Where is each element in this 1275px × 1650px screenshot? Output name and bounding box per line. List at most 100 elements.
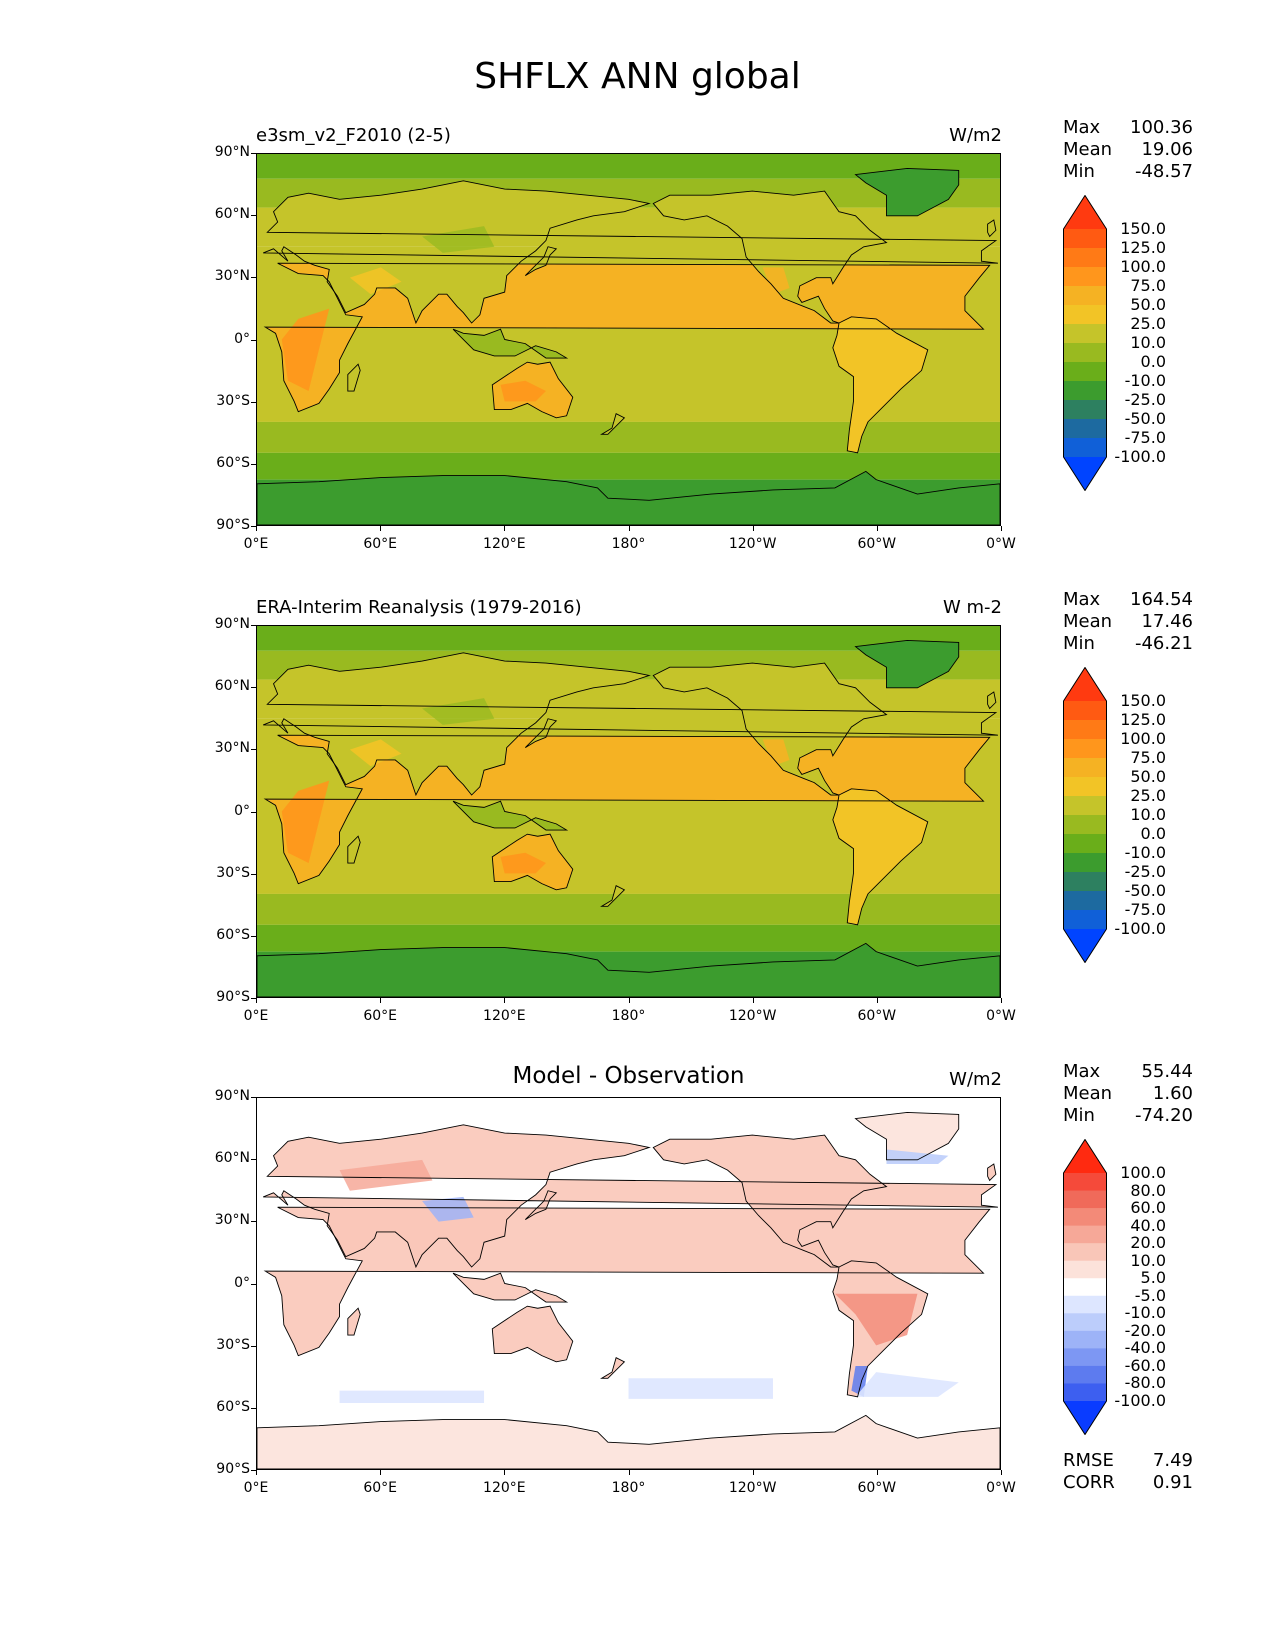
lon-tick [1001,1470,1002,1475]
coastline-japan [524,1190,558,1220]
lon-tick-label: 60°W [857,536,897,552]
colorbar-segment [1063,1313,1107,1332]
colorbar-segment [1063,1295,1107,1314]
lat-tick [251,749,256,751]
lat-tick-label: 30°S [216,1336,250,1353]
land-antarctica [257,1415,1000,1469]
lon-tick-label: 0°E [243,1008,269,1024]
lat-tick [251,1407,256,1409]
lat-tick [251,998,256,999]
land-southamerica [832,788,928,925]
map-plot [257,626,1000,997]
land-newzealand [601,1357,625,1379]
colorbar-label: 0.0 [1140,352,1166,371]
lat-tick-label: 60°S [216,454,250,471]
panel-metrics: RMSE 7.49 CORR 0.91 [1063,1450,1193,1494]
lat-tick-label: 30°N [214,740,250,757]
panel-units: W/m2 [949,125,1002,146]
colorbar-label: 20.0 [1130,1233,1166,1253]
colorbar-segment [1063,248,1107,268]
figure-title: SHFLX ANN global [474,56,801,97]
land-eurasia [263,1124,998,1268]
coastline-japan [524,246,558,276]
stat-value: 100.36 [1130,117,1193,138]
lat-tick-label: 60°S [216,1398,250,1415]
lat-tick [251,526,256,527]
positive-region-southamerica [834,1293,918,1346]
stat-label: Mean [1063,611,1113,632]
colorbar-label: 0.0 [1140,824,1166,843]
colorbar-label: 100.0 [1120,1163,1166,1182]
coastline-indonesia [452,800,569,831]
colorbar-label: -100.0 [1114,1391,1166,1410]
colorbar-segment [1063,381,1107,401]
lat-tick-label: 60°S [216,926,250,943]
lon-tick [380,998,382,1003]
colorbar-label: -5.0 [1134,1285,1166,1305]
lat-tick [251,811,256,813]
lat-tick [251,935,256,937]
coastline-africa [263,1206,991,1357]
colorbar-outline [1063,1139,1107,1435]
stat-label: Min [1063,1105,1095,1126]
stat-row: Min -46.21 [1063,633,1193,655]
stat-label: Max [1063,589,1101,610]
map-frame [256,153,1001,526]
colorbar-label: 150.0 [1120,219,1166,238]
colorbar-label: -100.0 [1114,447,1166,466]
colorbar-label: 150.0 [1120,691,1166,710]
stat-row: Mean 1.60 [1063,1083,1193,1105]
coastline-antarctica [257,942,1000,997]
lon-tick-label: 0°E [243,1480,269,1496]
lat-tick [251,1159,256,1161]
stat-row: Max 164.54 [1063,589,1193,611]
lat-tick [251,153,256,154]
lon-tick-label: 120°E [483,536,526,552]
lat-tick-label: 90°N [214,144,250,160]
colorbar-label: 60.0 [1130,1198,1166,1218]
colorbar-label: -80.0 [1124,1373,1166,1393]
colorbar [1063,195,1107,491]
stat-label: Min [1063,633,1095,654]
lat-tick [251,339,256,341]
lon-tick-label: 60°W [857,1008,897,1024]
land-newzealand [601,413,625,435]
lat-tick-label: 0° [234,1274,250,1291]
colorbar-label: -25.0 [1124,390,1166,409]
land-madagascar [347,836,361,864]
lon-tick [504,998,506,1003]
stat-label: Max [1063,1061,1101,1082]
lat-tick [251,215,256,217]
lat-tick [251,687,256,689]
colorbar-label: 10.0 [1130,333,1166,352]
coastline-eurasia [263,180,998,325]
lon-tick [876,526,878,531]
lon-tick-label: 60°W [857,1480,897,1496]
land-southamerica [832,316,928,453]
colorbar-segment [1063,419,1107,439]
stat-value: 164.54 [1130,589,1193,610]
colorbar-extend-max [1063,1139,1107,1173]
map-plot [257,1098,1000,1469]
colorbar-segment [1063,758,1107,778]
metric-value: 0.91 [1152,1472,1193,1493]
lon-tick [380,1470,382,1475]
cool-region-asia [422,226,495,253]
colorbar-segment [1063,1330,1107,1349]
hot-region-africa [281,780,330,864]
lon-tick [876,1470,878,1475]
negative-region-southatlantic [855,1372,959,1397]
lon-tick-label: 120°W [728,1008,777,1024]
stat-value: 17.46 [1141,611,1193,632]
colorbar-segment [1063,891,1107,911]
land-eurasia [263,180,998,324]
lon-tick-label: 120°E [483,1480,526,1496]
colorbar-segment [1063,1190,1107,1209]
metric-row: RMSE 7.49 [1063,1450,1193,1472]
coastline-madagascar [347,835,361,864]
coastline-australia [491,833,574,891]
stat-row: Max 55.44 [1063,1061,1193,1083]
colorbar-segment [1063,910,1107,930]
cool-region-asia [422,698,495,725]
land-newzealand [601,885,625,907]
